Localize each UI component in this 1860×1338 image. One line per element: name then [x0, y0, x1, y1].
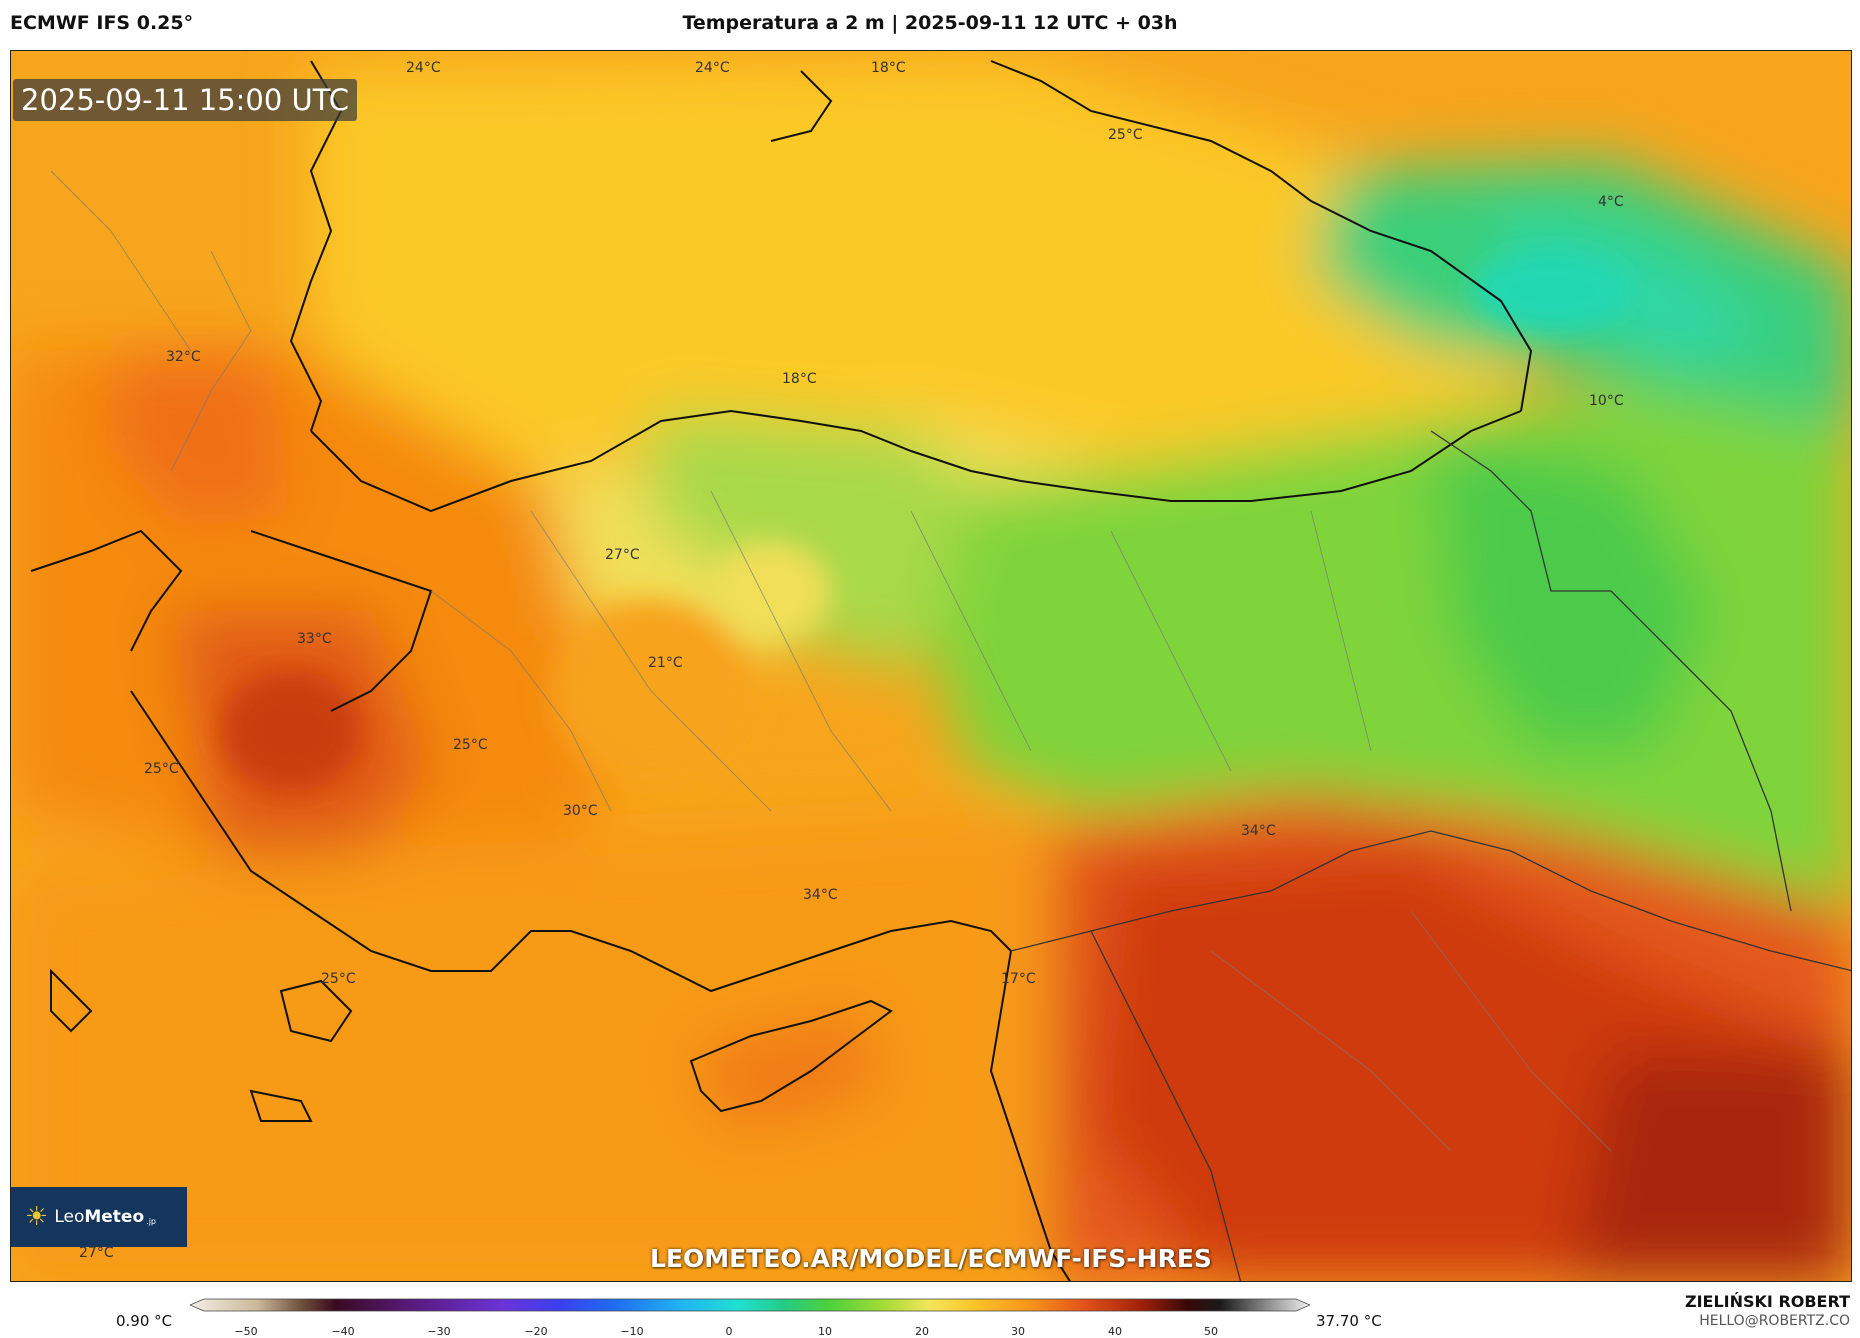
temp-label: 27°C — [79, 1245, 114, 1261]
author-name: ZIELIŃSKI ROBERT — [1684, 1292, 1850, 1311]
temp-label: 18°C — [782, 371, 817, 387]
temperature-field — [11, 51, 1851, 1281]
scale-tick-label: −20 — [524, 1325, 548, 1338]
temp-label: 33°C — [297, 631, 332, 647]
scale-tick-label: −10 — [620, 1325, 644, 1338]
temp-label: 25°C — [1108, 127, 1143, 143]
temp-label: 4°C — [1598, 194, 1624, 210]
scale-tick-label: 0 — [725, 1325, 733, 1338]
temperature-map[interactable]: 2025-09-11 15:00 UTC 24°C 24°C 18°C 25°C… — [10, 50, 1852, 1282]
source-url[interactable]: LEOMETEO.AR/MODEL/ECMWF-IFS-HRES — [650, 1244, 1212, 1273]
temp-label: 17°C — [1001, 971, 1036, 987]
valid-time: 2025-09-11 15:00 UTC — [13, 79, 358, 121]
temp-label: 34°C — [803, 887, 838, 903]
temp-label: 18°C — [871, 60, 906, 76]
scale-tick-label: 10 — [818, 1325, 832, 1338]
scale-tick-label: −40 — [331, 1325, 355, 1338]
temp-label: 21°C — [648, 655, 683, 671]
max-value: 37.70 °C — [1316, 1312, 1382, 1330]
temp-label: 25°C — [321, 971, 356, 987]
temp-label: 24°C — [695, 60, 730, 76]
scale-tick-label: −30 — [427, 1325, 451, 1338]
scale-tick-label: 50 — [1204, 1325, 1218, 1338]
country-borders — [1010, 430, 1851, 1281]
min-value: 0.90 °C — [116, 1312, 173, 1330]
temp-label: 34°C — [1241, 823, 1276, 839]
model-name: ECMWF IFS 0.25° — [10, 12, 194, 34]
logo-brand-light: Leo — [54, 1207, 85, 1227]
region-borders — [50, 170, 1612, 1152]
logo-brand-bold: Meteo — [84, 1207, 145, 1227]
temp-label: 25°C — [144, 761, 179, 777]
leometeo-logo[interactable]: ☀ Leo Meteo .jp — [11, 1187, 187, 1247]
map-title: Temperatura a 2 m | 2025-09-11 12 UTC + … — [682, 12, 1178, 34]
scale-tick-label: 20 — [915, 1325, 929, 1338]
scale-tick-label: 40 — [1108, 1325, 1122, 1338]
sun-icon: ☀ — [25, 1202, 49, 1232]
author-credit: ZIELIŃSKI ROBERT HELLO@ROBERTZ.CO — [1685, 1292, 1850, 1329]
color-scale-bar — [189, 1298, 1311, 1312]
logo-suffix: .jp — [146, 1216, 156, 1226]
scale-tick-label: −50 — [234, 1325, 258, 1338]
temp-label: 10°C — [1589, 393, 1624, 409]
color-scale: −50 −40 −30 −20 −10 0 10 20 30 40 50 — [189, 1296, 1311, 1338]
temp-label: 30°C — [563, 803, 598, 819]
temp-label: 24°C — [406, 60, 441, 76]
scale-tick-label: 30 — [1011, 1325, 1025, 1338]
temp-label: 25°C — [453, 737, 488, 753]
author-email[interactable]: HELLO@ROBERTZ.CO — [1699, 1313, 1850, 1329]
temp-label: 32°C — [166, 349, 201, 365]
coastline — [30, 60, 1533, 1281]
temp-label: 27°C — [605, 547, 640, 563]
